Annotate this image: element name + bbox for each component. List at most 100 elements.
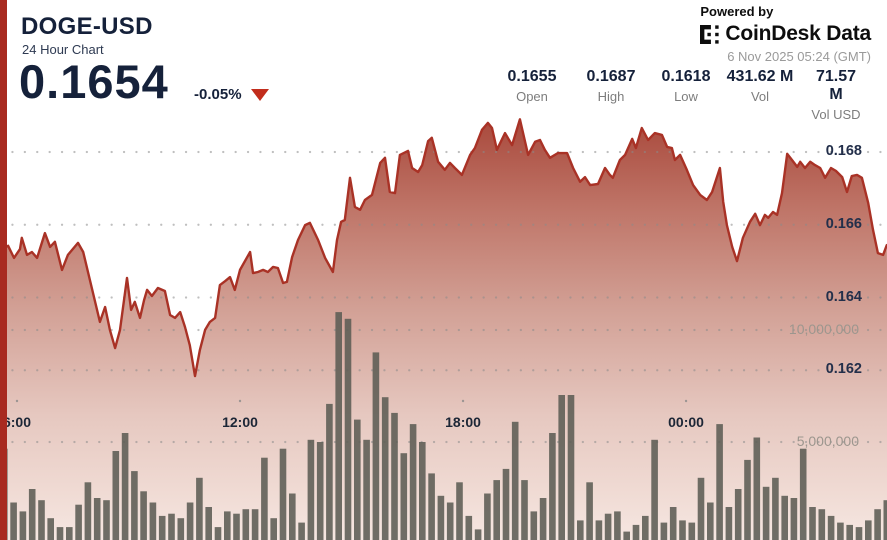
volume-bar xyxy=(614,511,621,540)
volume-bar xyxy=(604,513,612,540)
stat-open-label: Open xyxy=(516,89,548,104)
stat-low-value: 0.1618 xyxy=(661,68,711,85)
stat-vol-usd-label: Vol USD xyxy=(811,107,861,122)
volume-bar xyxy=(289,493,296,540)
volume-bar xyxy=(186,502,194,540)
volume-bar xyxy=(874,509,881,540)
volume-bar xyxy=(38,500,45,540)
volume-bar xyxy=(140,491,147,540)
volume-bar xyxy=(56,527,64,540)
volume-bar xyxy=(679,520,686,540)
volume-bar xyxy=(121,433,129,540)
volume-bar xyxy=(855,527,863,540)
volume-bar xyxy=(335,312,342,540)
volume-bar xyxy=(233,513,240,540)
price-axis-label: 0.168 xyxy=(825,143,862,159)
volume-bar xyxy=(47,518,54,540)
volume-bar xyxy=(224,511,231,540)
volume-bar xyxy=(19,511,27,540)
stat-vol-label: Vol xyxy=(750,89,770,104)
volume-bar xyxy=(344,318,352,540)
stat-high-label: High xyxy=(597,89,625,104)
stat-low-label: Low xyxy=(674,89,698,104)
volume-bar xyxy=(484,493,491,540)
volume-bar xyxy=(688,522,696,540)
change-down-triangle-icon xyxy=(250,88,269,101)
volume-bar xyxy=(530,511,538,540)
volume-bar xyxy=(642,515,649,540)
volume-bar xyxy=(251,509,259,540)
price-change-percent: -0.05% xyxy=(194,86,242,103)
volume-bar xyxy=(307,439,315,540)
volume-bar xyxy=(623,531,630,540)
volume-bar xyxy=(446,502,454,540)
volume-bar xyxy=(93,498,101,540)
volume-bar xyxy=(669,507,677,540)
volume-bar xyxy=(28,489,36,540)
symbol-title: DOGE-USD xyxy=(21,13,153,40)
price-area xyxy=(0,119,887,540)
price-axis-label: 0.166 xyxy=(825,215,862,232)
volume-bar xyxy=(354,419,361,540)
volume-bar xyxy=(753,437,761,540)
coindesk-logo-icon xyxy=(700,24,719,44)
time-axis-label: 12:00 xyxy=(222,414,258,430)
volume-bar xyxy=(400,453,408,540)
powered-by-label: Powered by xyxy=(700,4,774,19)
volume-bar xyxy=(651,439,658,540)
volume-bar xyxy=(428,473,435,540)
volume-bar xyxy=(270,518,277,540)
volume-bar xyxy=(437,495,445,540)
volume-bar xyxy=(474,529,482,540)
volume-bar xyxy=(586,482,593,540)
stat-vol-usd-value: 71.57 M xyxy=(815,68,857,103)
brand-row[interactable]: CoinDesk Data xyxy=(700,22,871,46)
volume-bar xyxy=(521,480,528,540)
volume-bar xyxy=(409,424,417,540)
volume-bar xyxy=(502,468,510,540)
volume-bar xyxy=(131,471,138,540)
volume-bar xyxy=(363,439,370,540)
volume-bar xyxy=(158,515,166,540)
volume-bar xyxy=(242,509,250,540)
volume-bar xyxy=(419,442,426,540)
volume-bar xyxy=(75,504,82,540)
volume-bar xyxy=(381,397,389,540)
volume-bar xyxy=(326,403,333,540)
volume-bar xyxy=(772,477,779,540)
stat-open-value: 0.1655 xyxy=(507,68,557,85)
volume-bar xyxy=(558,395,565,540)
volume-bar xyxy=(827,515,835,540)
volume-bar xyxy=(744,459,751,540)
stat-low: 0.1618 Low xyxy=(662,68,711,104)
volume-bar xyxy=(632,524,640,540)
volume-bar xyxy=(837,522,844,540)
volume-bars xyxy=(1,312,887,540)
volume-bar xyxy=(734,489,742,540)
time-axis-label: 18:00 xyxy=(445,414,481,430)
volume-bar xyxy=(10,502,17,540)
price-axis-label: 0.164 xyxy=(825,288,862,305)
volume-bar xyxy=(707,502,714,540)
volume-bar xyxy=(84,482,92,540)
volume-bar xyxy=(372,352,380,540)
volume-bar xyxy=(865,520,872,540)
stat-vol: 431.62 M Vol xyxy=(727,68,794,104)
volume-bar xyxy=(883,500,887,540)
volume-bar xyxy=(465,515,473,540)
volume-bar xyxy=(762,486,770,540)
volume-bar xyxy=(493,480,500,540)
grid-dotted-lines xyxy=(0,150,887,444)
brand-name: CoinDesk Data xyxy=(725,22,871,45)
volume-bar xyxy=(298,522,305,540)
volume-bar xyxy=(316,442,324,540)
volume-bar xyxy=(595,520,603,540)
volume-axis-label: 5,000,000 xyxy=(796,433,859,449)
volume-bar xyxy=(846,524,853,540)
volume-bar xyxy=(112,451,120,540)
volume-bar xyxy=(577,520,584,540)
price-change-row: -0.05% xyxy=(194,86,269,103)
price-line xyxy=(0,118,887,378)
